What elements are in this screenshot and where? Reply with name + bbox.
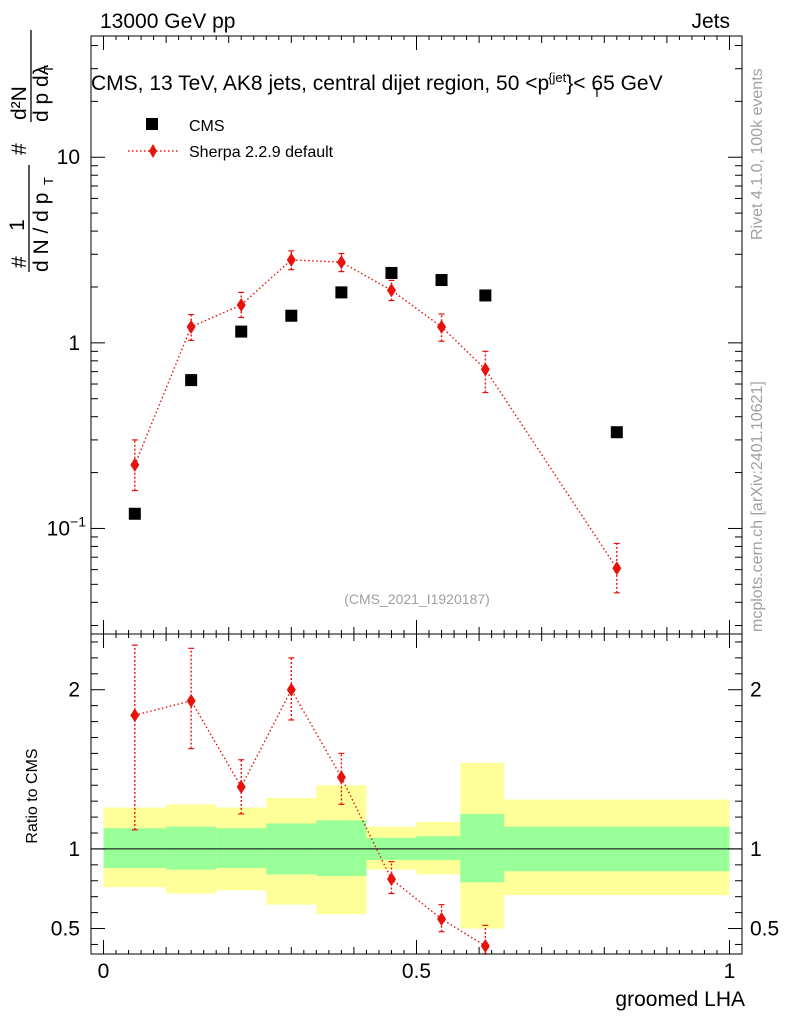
mcplots-watermark: mcplots.cern.ch [arXiv:2401.10621]	[749, 381, 766, 632]
x-tick-label: 0	[98, 960, 110, 983]
ratio-band-inner	[316, 820, 367, 876]
y-label-den: d N / d p	[30, 193, 53, 272]
y-label-frac2-den-sub: T	[41, 65, 56, 73]
main-y-tick-label-base: 10	[47, 517, 70, 540]
y-label-hash-1: #	[8, 256, 31, 268]
plot-title-sup: {jet	[548, 70, 566, 85]
x-axis-label: groomed LHA	[615, 988, 745, 1011]
ratio-series-layer	[130, 644, 490, 955]
ratio-plot-panel: 0.5 0.5 1 1 2 2 0 0.5 1 Ratio to CMS groomed LHA	[24, 633, 779, 1011]
legend: CMS Sherpa 2.2.9 default	[128, 118, 334, 161]
plot-title-suffix: }< 65 GeV	[566, 72, 662, 95]
ratio-band-inner	[216, 828, 267, 869]
ratio-sherpa-point	[336, 770, 346, 785]
sherpa-line	[134, 259, 618, 569]
ratio-axis-ticks	[91, 634, 742, 954]
ratio-sherpa-point	[386, 872, 396, 887]
ratio-y-axis-label: Ratio to CMS	[24, 748, 41, 843]
cms-point	[385, 266, 398, 279]
rivet-watermark: Rivet 4.1.0, 100k events	[749, 68, 766, 240]
ratio-sherpa-point	[286, 682, 296, 697]
ratio-band-inner	[460, 813, 505, 883]
cms-point	[610, 426, 623, 439]
cms-point	[235, 325, 248, 338]
sherpa-point	[286, 252, 296, 267]
sherpa-point	[130, 457, 140, 472]
ratio-band-inner	[166, 826, 217, 870]
ratio-y-tick-label-left: 2	[68, 679, 80, 702]
energy-label: 13000 GeV pp	[100, 10, 235, 33]
sherpa-point	[437, 319, 447, 334]
cms-point	[128, 507, 141, 520]
ratio-sherpa-point	[236, 779, 246, 794]
legend-sherpa-marker	[149, 144, 157, 158]
ratio-sherpa-point	[437, 911, 447, 926]
ratio-y-tick-label-left: 1	[68, 838, 80, 861]
y-label-frac2-den: d p dλ	[30, 64, 53, 122]
cms-point	[335, 286, 348, 299]
ratio-y-tick-label-right: 0.5	[750, 918, 779, 941]
main-y-tick-label-base: 1	[68, 332, 80, 355]
category-label: Jets	[691, 10, 730, 33]
legend-cms-label: CMS	[189, 118, 225, 135]
cms-point	[479, 289, 492, 302]
x-tick-label: 1	[724, 960, 736, 983]
x-tick-label: 0.5	[402, 960, 431, 983]
sherpa-point	[186, 319, 196, 334]
legend-sherpa-label: Sherpa 2.2.9 default	[189, 144, 334, 161]
main-y-tick-label: 1	[68, 332, 80, 355]
plot-title-prefix: CMS, 13 TeV, AK8 jets, central dijet reg…	[91, 72, 549, 95]
sherpa-point	[386, 283, 396, 298]
main-y-tick-label-base: 10	[57, 146, 80, 169]
plot-title: CMS, 13 TeV, AK8 jets, central dijet reg…	[91, 70, 663, 95]
sherpa-point	[236, 297, 246, 312]
ratio-tick-labels: 0.5 0.5 1 1 2 2 0 0.5 1	[51, 679, 779, 983]
ratio-sherpa-point	[186, 693, 196, 708]
ratio-y-tick-label-right: 1	[750, 838, 762, 861]
analysis-id: (CMS_2021_I1920187)	[344, 591, 490, 607]
main-y-axis-label: # 1 d N / d p T # d²N d p dλ T	[6, 30, 56, 272]
main-y-tick-label: 10−1	[47, 513, 87, 540]
ratio-y-tick-label-left: 0.5	[51, 918, 80, 941]
main-axis-ticks	[91, 36, 742, 634]
ratio-sherpa-point	[480, 939, 490, 954]
cms-point	[285, 309, 298, 322]
ratio-y-tick-label-right: 2	[750, 679, 762, 702]
main-y-tick-label: 10	[57, 146, 80, 169]
sherpa-point	[336, 255, 346, 270]
sherpa-point	[612, 561, 622, 576]
legend-cms-marker	[146, 118, 158, 130]
cms-point	[435, 274, 448, 287]
main-series-layer	[128, 250, 623, 594]
y-label-frac2-num: d²N	[8, 86, 31, 120]
sherpa-point	[480, 362, 490, 377]
y-label-one: 1	[6, 219, 29, 231]
ratio-uncertainty-bands	[103, 762, 730, 929]
y-label-hash-2: #	[8, 143, 31, 155]
ratio-sherpa-line	[134, 688, 486, 947]
ratio-band-inner	[416, 836, 461, 861]
ratio-band-inner	[103, 828, 167, 869]
cms-point	[185, 374, 198, 387]
main-y-tick-label-exp: −1	[70, 513, 86, 529]
y-label-den-sub: T	[41, 177, 56, 185]
ratio-plot-frame	[90, 633, 743, 955]
ratio-sherpa-point	[130, 708, 140, 723]
plot-title-sub: T	[593, 85, 601, 100]
